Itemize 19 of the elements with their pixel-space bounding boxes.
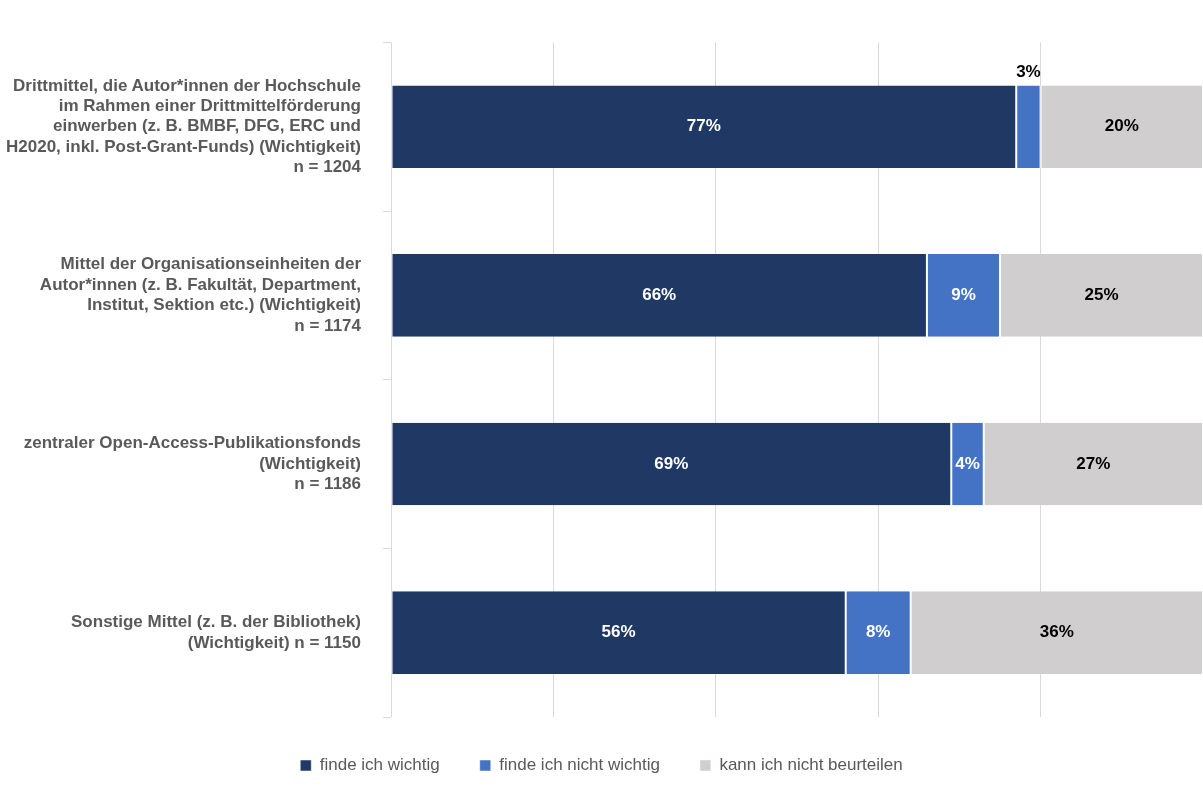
data-label: 69% (654, 453, 689, 473)
data-label: 27% (1076, 453, 1111, 473)
data-label: 66% (642, 285, 677, 305)
legend-label: kann ich nicht beurteilen (719, 755, 903, 775)
legend-label: finde ich wichtig (319, 755, 440, 775)
data-label: 20% (1104, 116, 1139, 136)
data-label: 36% (1039, 622, 1074, 642)
data-label: 25% (1084, 285, 1119, 305)
data-label: 77% (686, 116, 721, 136)
data-label: 56% (601, 622, 636, 642)
data-label: 9% (951, 285, 976, 305)
legend-label: finde ich nicht wichtig (499, 755, 660, 775)
data-label: 4% (955, 453, 980, 473)
y-tick-label: Drittmittel, die Autor*innen der Hochschule im Rahmen einer Drittmittelförderung einwerben (z. B. BMBF, DFG, ERC und H2020, inkl. Post-Grant-Funds) (Wichtigkeit) n = 1204 (6, 75, 362, 177)
y-tick-label: Mittel der Organisationseinheiten der Autor*innen (z. B. Fakultät, Department, Institut, Sektion etc.) (Wichtigkeit) n = 1174 (39, 254, 362, 335)
data-label: 8% (865, 622, 891, 642)
y-tick-label: zentraler Open-Access-Publikationsfonds (Wichtigkeit) n = 1186 (23, 433, 361, 494)
data-label: 3% (1016, 62, 1041, 82)
y-tick-label: Sonstige Mittel (z. B. der Bibliothek) (Wichtigkeit) n = 1150 (71, 612, 361, 652)
